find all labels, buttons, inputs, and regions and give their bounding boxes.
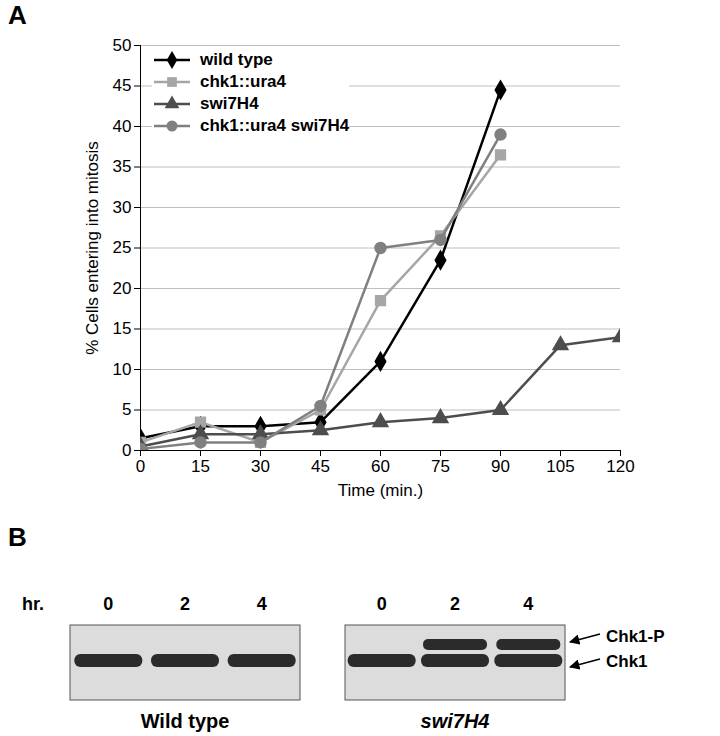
svg-text:Chk1: Chk1 [606,652,648,671]
html-text:chk1::ura4 swi7H4: chk1::ura4 swi7H4 [200,116,350,135]
svg-text:4: 4 [523,594,533,614]
svg-text:45: 45 [113,76,132,95]
html-text:chk1::ura4: chk1::ura4 [200,72,286,91]
html-text:A: A [8,0,27,30]
svg-text:50: 50 [113,36,132,55]
svg-text:Wild type: Wild type [141,710,230,732]
svg-text:swi7H4: swi7H4 [421,710,490,732]
svg-text:90: 90 [491,457,510,476]
svg-text:60: 60 [371,457,390,476]
html-text:swi7H4: swi7H4 [200,94,259,113]
svg-text:30: 30 [113,198,132,217]
svg-text:0: 0 [136,457,145,476]
svg-text:105: 105 [546,457,574,476]
svg-text:75: 75 [431,457,450,476]
svg-text:35: 35 [113,157,132,176]
svg-text:2: 2 [180,594,190,614]
svg-text:25: 25 [113,238,132,257]
svg-text:Chk1-P: Chk1-P [606,627,665,646]
svg-text:4: 4 [257,594,267,614]
svg-text:% Cells entering into mitosis: % Cells entering into mitosis [83,141,102,355]
svg-text:0: 0 [103,594,113,614]
svg-text:0: 0 [122,441,131,460]
svg-text:10: 10 [113,360,132,379]
svg-text:hr.: hr. [22,594,44,614]
svg-text:5: 5 [122,400,131,419]
svg-text:120: 120 [606,457,634,476]
svg-text:2: 2 [450,594,460,614]
svg-text:45: 45 [311,457,330,476]
svg-text:0: 0 [377,594,387,614]
svg-text:15: 15 [113,319,132,338]
svg-text:20: 20 [113,279,132,298]
svg-text:40: 40 [113,117,132,136]
svg-text:Time (min.): Time (min.) [338,481,423,500]
html-text:wild type: wild type [200,50,273,69]
svg-text:30: 30 [251,457,270,476]
svg-text:B: B [8,522,27,552]
svg-text:15: 15 [191,457,210,476]
